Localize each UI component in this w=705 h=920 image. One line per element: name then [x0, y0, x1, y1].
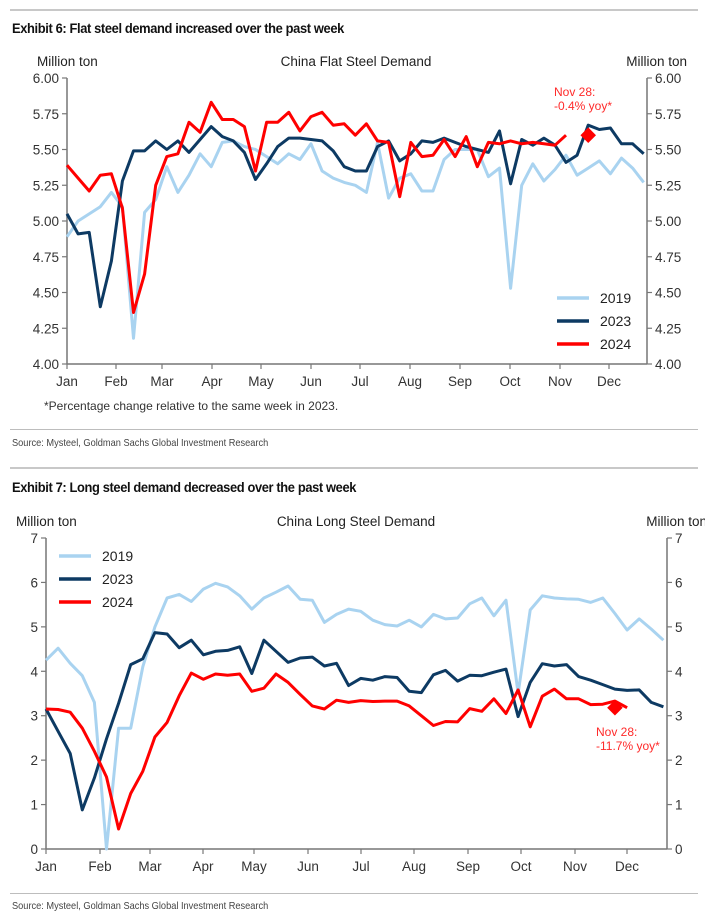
y-tick-label-right: 4.25: [655, 321, 681, 336]
y-tick-label-right: 1: [675, 798, 683, 813]
series-line-2024: [65, 100, 568, 314]
flat-steel-chart: Million ton China Flat Steel Demand Millio…: [33, 54, 687, 413]
y-tick-label-left: 4.50: [33, 286, 59, 301]
y-tick-label-right: 5.50: [655, 143, 681, 158]
x-tick-label-dec: Dec: [615, 859, 639, 874]
x-tick-label-may: May: [241, 859, 267, 874]
x-tick-label-feb: Feb: [88, 859, 111, 874]
y-tick-label-left: 5.00: [33, 214, 59, 229]
y-tick-label-left: 4: [30, 664, 38, 679]
y-tick-label-right: 0: [675, 842, 683, 857]
y-tick-label-right: 4: [675, 664, 683, 679]
legend-label-2023: 2023: [600, 313, 631, 329]
y-tick-label-right: 7: [675, 531, 683, 546]
y-axis-label-left: Million ton: [37, 54, 98, 69]
annotation-yoy: -11.7% yoy*: [596, 739, 660, 753]
x-tick-label-mar: Mar: [150, 374, 174, 389]
x-tick-label-jun: Jun: [300, 374, 322, 389]
chart-title: China Flat Steel Demand: [281, 54, 432, 69]
x-tick-label-may: May: [248, 374, 274, 389]
y-tick-label-left: 5.25: [33, 178, 59, 193]
y-tick-label-left: 6: [30, 575, 38, 590]
series-line-2023: [44, 631, 664, 812]
y-tick-label-right: 3: [675, 709, 683, 724]
exhibit-6-title: Exhibit 6: Flat steel demand increased o…: [12, 20, 344, 36]
y-axis-label-right: Million ton: [646, 514, 705, 529]
y-tick-label-right: 5.75: [655, 107, 681, 122]
series-line-2024: [45, 671, 628, 831]
annotation-yoy: -0.4% yoy*: [554, 99, 612, 113]
y-tick-label-right: 4.50: [655, 286, 681, 301]
exhibit-6-source: Source: Mysteel, Goldman Sachs Global In…: [12, 437, 269, 449]
y-tick-label-left: 7: [30, 531, 38, 546]
x-tick-label-jan: Jan: [56, 374, 78, 389]
x-tick-label-apr: Apr: [201, 374, 223, 389]
x-tick-label-feb: Feb: [104, 374, 127, 389]
exhibit-7-title: Exhibit 7: Long steel demand decreased o…: [12, 479, 357, 495]
y-tick-label-left: 2: [30, 753, 38, 768]
y-tick-label-right: 5: [675, 620, 683, 635]
x-tick-label-aug: Aug: [398, 374, 422, 389]
legend-label-2024: 2024: [600, 336, 631, 352]
y-tick-label-left: 4.75: [33, 250, 59, 265]
exhibit-7-divider: [10, 893, 698, 894]
x-tick-label-oct: Oct: [499, 374, 520, 389]
long-steel-chart: Million ton China Long Steel Demand Millio…: [16, 514, 705, 874]
y-tick-label-right: 6: [675, 575, 683, 590]
x-tick-label-nov: Nov: [563, 859, 587, 874]
y-tick-label-right: 4.00: [655, 357, 681, 372]
x-tick-label-sep: Sep: [456, 859, 480, 874]
x-tick-label-jul: Jul: [352, 859, 369, 874]
x-tick-label-jun: Jun: [297, 859, 319, 874]
x-tick-label-oct: Oct: [510, 859, 531, 874]
x-tick-label-apr: Apr: [192, 859, 214, 874]
y-tick-label-left: 6.00: [33, 71, 59, 86]
series-line-2023: [65, 123, 645, 309]
y-tick-label-right: 5.25: [655, 178, 681, 193]
legend-label-2024: 2024: [102, 594, 133, 610]
footnote: *Percentage change relative to the same …: [44, 399, 338, 413]
top-rule: [10, 9, 698, 11]
series-line-2019: [44, 581, 665, 851]
x-tick-label-sep: Sep: [448, 374, 472, 389]
exhibit-7-source: Source: Mysteel, Goldman Sachs Global In…: [12, 900, 269, 912]
y-tick-label-left: 5: [30, 620, 38, 635]
y-tick-label-left: 4.25: [33, 321, 59, 336]
exhibit-separator: [10, 467, 698, 469]
legend-label-2023: 2023: [102, 571, 133, 587]
y-tick-label-left: 5.75: [33, 107, 59, 122]
x-tick-label-jan: Jan: [35, 859, 57, 874]
y-tick-label-right: 2: [675, 753, 683, 768]
legend-label-2019: 2019: [600, 290, 631, 306]
y-tick-label-left: 1: [30, 798, 38, 813]
y-tick-label-right: 5.00: [655, 214, 681, 229]
y-tick-label-right: 4.75: [655, 250, 681, 265]
legend-label-2019: 2019: [102, 548, 133, 564]
x-tick-label-dec: Dec: [597, 374, 621, 389]
chart-title: China Long Steel Demand: [277, 514, 435, 529]
y-tick-label-left: 0: [30, 842, 38, 857]
x-tick-label-aug: Aug: [402, 859, 426, 874]
x-tick-label-mar: Mar: [138, 859, 162, 874]
annotation-date: Nov 28:: [554, 85, 595, 99]
x-tick-label-jul: Jul: [351, 374, 368, 389]
exhibit-6-divider: [10, 429, 698, 430]
y-axis-label-right: Million ton: [626, 54, 687, 69]
annotation-date: Nov 28:: [596, 725, 637, 739]
series-line-2019: [65, 139, 645, 340]
x-tick-label-nov: Nov: [548, 374, 572, 389]
y-tick-label-right: 6.00: [655, 71, 681, 86]
y-axis-label-left: Million ton: [16, 514, 77, 529]
y-tick-label-left: 5.50: [33, 143, 59, 158]
y-tick-label-left: 4.00: [33, 357, 59, 372]
y-tick-label-left: 3: [30, 709, 38, 724]
